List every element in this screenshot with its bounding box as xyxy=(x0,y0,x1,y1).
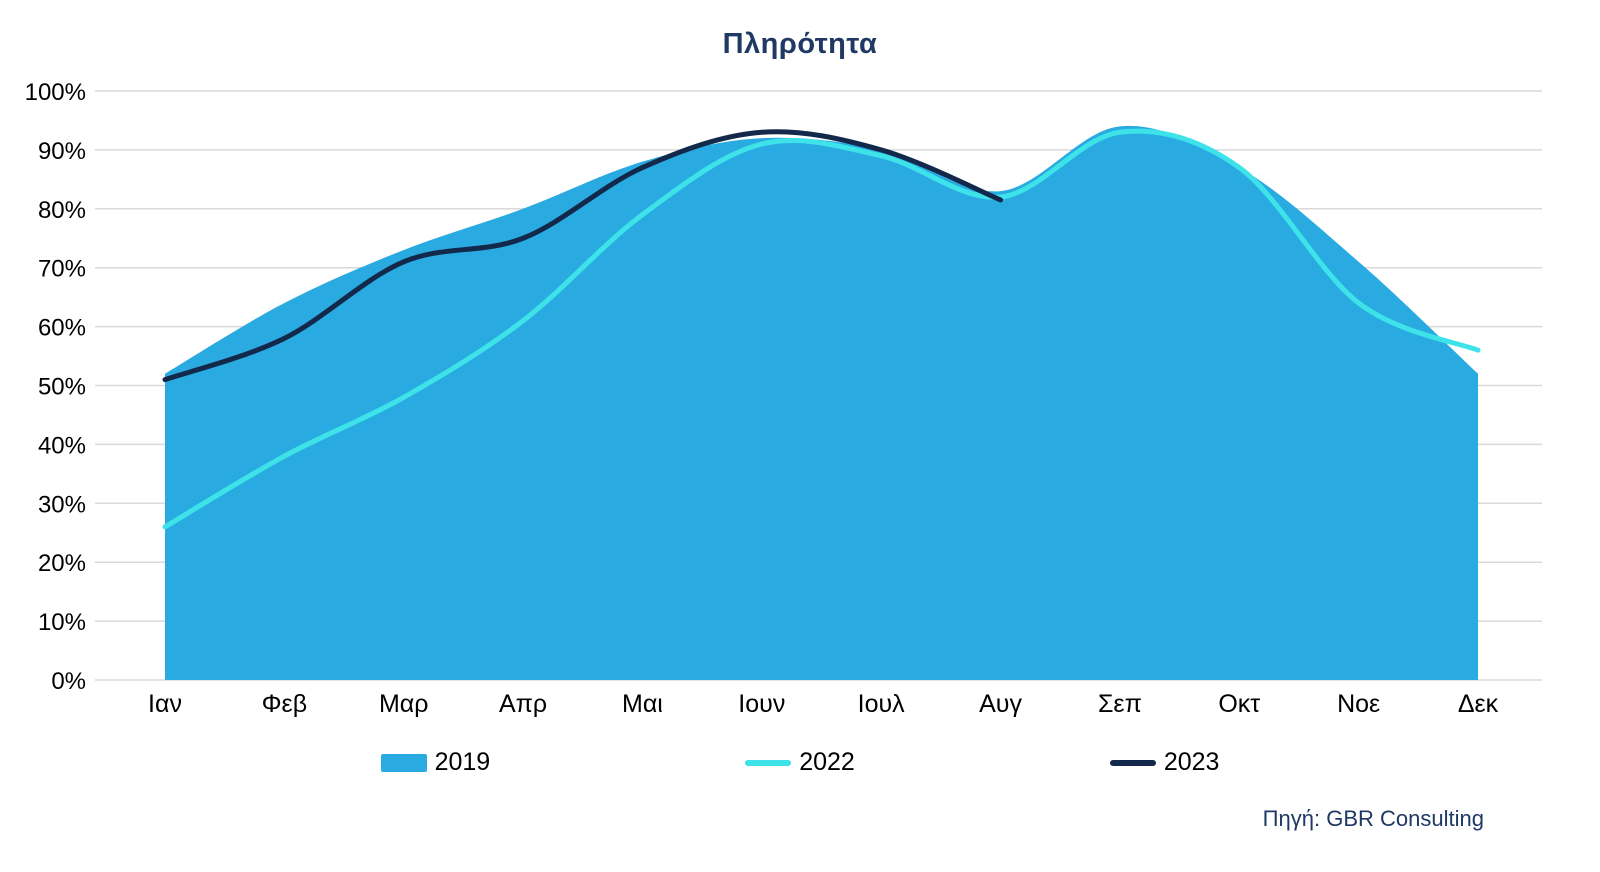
svg-text:Ιουλ: Ιουλ xyxy=(858,690,906,718)
legend-swatch-2023-icon xyxy=(1109,759,1156,766)
chart-title: Πληρότητα xyxy=(722,28,878,60)
svg-text:Απρ: Απρ xyxy=(499,690,547,718)
svg-text:Σεπ: Σεπ xyxy=(1098,690,1142,718)
chart-plot: 0% 10% 20% 30% 40% 50% 60% 70% 80% 90% 100% Ιαν Φεβ Μ… xyxy=(25,79,1542,718)
legend-label-2023: 2023 xyxy=(1163,748,1220,776)
series-area-2019 xyxy=(165,125,1478,681)
svg-text:100%: 100% xyxy=(25,79,86,106)
chart-source: Πηγή: GBR Consulting xyxy=(1262,806,1484,831)
svg-text:50%: 50% xyxy=(38,374,86,401)
legend-item-2019: 2019 xyxy=(380,748,491,777)
svg-text:Μαι: Μαι xyxy=(622,690,663,718)
svg-text:20%: 20% xyxy=(38,550,86,577)
svg-text:Νοε: Νοε xyxy=(1337,690,1380,718)
svg-text:0%: 0% xyxy=(51,668,86,695)
legend-swatch-2022-icon xyxy=(745,759,792,766)
svg-text:30%: 30% xyxy=(38,491,86,518)
svg-text:90%: 90% xyxy=(38,138,86,165)
legend-swatch-2019-icon xyxy=(380,753,427,772)
x-axis-category-labels: Ιαν Φεβ Μαρ Απρ Μαι Ιουν Ιουλ Αυγ Σεπ Οκτ Νοε Δεκ xyxy=(148,690,1499,718)
legend-item-2022: 2022 xyxy=(745,748,855,777)
svg-text:60%: 60% xyxy=(38,315,86,342)
series-line-2023 xyxy=(162,129,1004,383)
legend-label-2019: 2019 xyxy=(434,748,491,776)
svg-text:80%: 80% xyxy=(38,197,86,224)
legend-item-2023: 2023 xyxy=(1109,748,1220,777)
svg-text:40%: 40% xyxy=(38,432,86,459)
svg-text:Δεκ: Δεκ xyxy=(1458,690,1499,718)
svg-text:Οκτ: Οκτ xyxy=(1218,690,1260,718)
svg-text:Μαρ: Μαρ xyxy=(379,690,429,718)
svg-text:10%: 10% xyxy=(38,609,86,636)
svg-text:Ιουν: Ιουν xyxy=(738,690,785,718)
y-axis-tick-labels: 0% 10% 20% 30% 40% 50% 60% 70% 80% 90% 100% xyxy=(25,79,86,695)
legend-label-2022: 2022 xyxy=(799,748,855,776)
chart-legend: 2019 2022 2023 xyxy=(0,748,1600,777)
svg-text:Ιαν: Ιαν xyxy=(148,690,182,718)
svg-text:Αυγ: Αυγ xyxy=(979,690,1022,718)
svg-text:70%: 70% xyxy=(38,256,86,283)
series-line-2022 xyxy=(162,128,1481,530)
svg-text:Φεβ: Φεβ xyxy=(262,690,307,718)
